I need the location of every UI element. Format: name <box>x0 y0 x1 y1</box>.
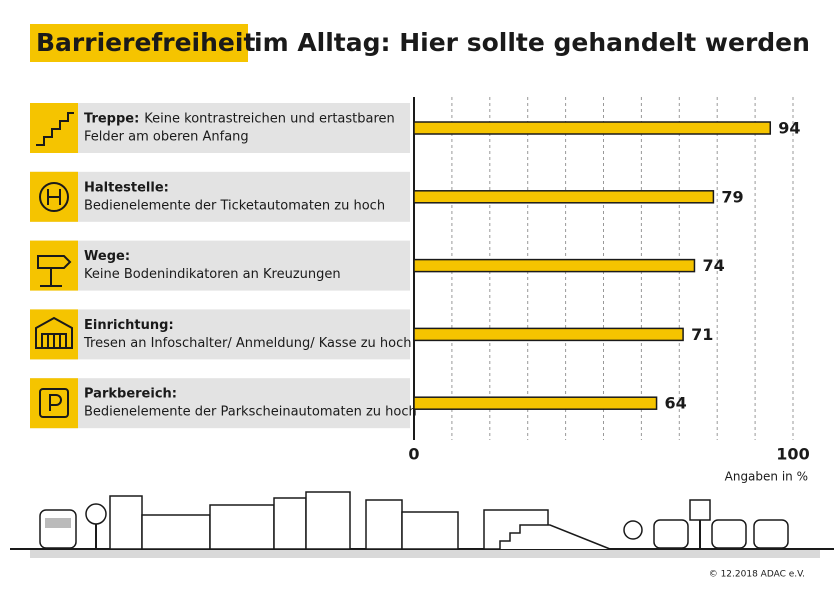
bar <box>413 396 658 410</box>
category-label: Einrichtung: <box>84 318 174 333</box>
bus-window <box>45 518 71 528</box>
bar <box>413 327 684 342</box>
category-description: Bedienelemente der Ticketautomaten zu ho… <box>84 198 385 213</box>
category-description: Felder am oberen Anfang <box>84 130 249 145</box>
credit: © 12.2018 ADAC e.V. <box>709 570 805 580</box>
value-label: 64 <box>665 394 687 413</box>
label-box <box>30 378 410 429</box>
icons <box>35 112 74 418</box>
building <box>365 499 403 550</box>
icon-bus-stop <box>39 182 69 212</box>
bar <box>413 190 715 204</box>
building <box>109 495 143 550</box>
category-label: Haltestelle: <box>84 180 169 195</box>
icon-bus-stop-h <box>47 189 61 205</box>
value-label: 74 <box>702 256 724 275</box>
bar <box>413 121 772 135</box>
title-highlight-bg <box>30 24 248 62</box>
x-axis-label: Angaben in % <box>725 470 808 484</box>
building <box>141 514 211 550</box>
category-description: Tresen an Infoschalter/ Anmeldung/ Kasse… <box>83 336 411 351</box>
bus <box>39 509 77 549</box>
title-highlight: Barrierefreiheit <box>36 28 255 57</box>
category-description: Bedienelemente der Parkscheinautomaten z… <box>84 405 417 420</box>
bar <box>413 258 696 273</box>
car <box>653 519 689 549</box>
icon-parking <box>39 388 69 418</box>
category-description: Keine Bodenindikatoren an Kreuzungen <box>84 267 341 282</box>
icon-signpost <box>37 255 72 287</box>
category-description: Keine kontrastreichen und ertastbaren <box>144 112 394 127</box>
building <box>401 511 459 550</box>
bus-stop-sign <box>85 503 107 525</box>
x-tick-label: 0 <box>408 445 419 464</box>
building <box>209 504 275 550</box>
chart-title: im Alltag: Hier sollte gehandelt werden <box>254 28 810 57</box>
ground <box>30 549 820 558</box>
icon-parking-p <box>49 394 62 411</box>
cityscape <box>10 491 834 558</box>
parking-sign <box>689 499 711 521</box>
label-box <box>30 103 410 153</box>
label-box <box>30 309 410 360</box>
value-label: 71 <box>691 325 713 344</box>
category-label: Wege: <box>84 249 130 264</box>
label-box <box>30 240 410 291</box>
x-tick-label: 100 <box>776 445 809 464</box>
label-box <box>30 171 410 222</box>
icon-box <box>30 378 78 429</box>
building <box>305 491 351 550</box>
ramp <box>499 524 611 550</box>
building <box>273 497 307 550</box>
value-label: 79 <box>721 187 743 206</box>
category-label: Parkbereich: <box>84 387 177 402</box>
icon-stairs <box>36 112 74 146</box>
car <box>753 519 789 549</box>
wheelchair <box>623 520 643 540</box>
icon-building <box>35 316 73 349</box>
value-label: 94 <box>778 119 800 138</box>
category-label: Treppe: <box>84 112 139 127</box>
car <box>711 519 747 549</box>
